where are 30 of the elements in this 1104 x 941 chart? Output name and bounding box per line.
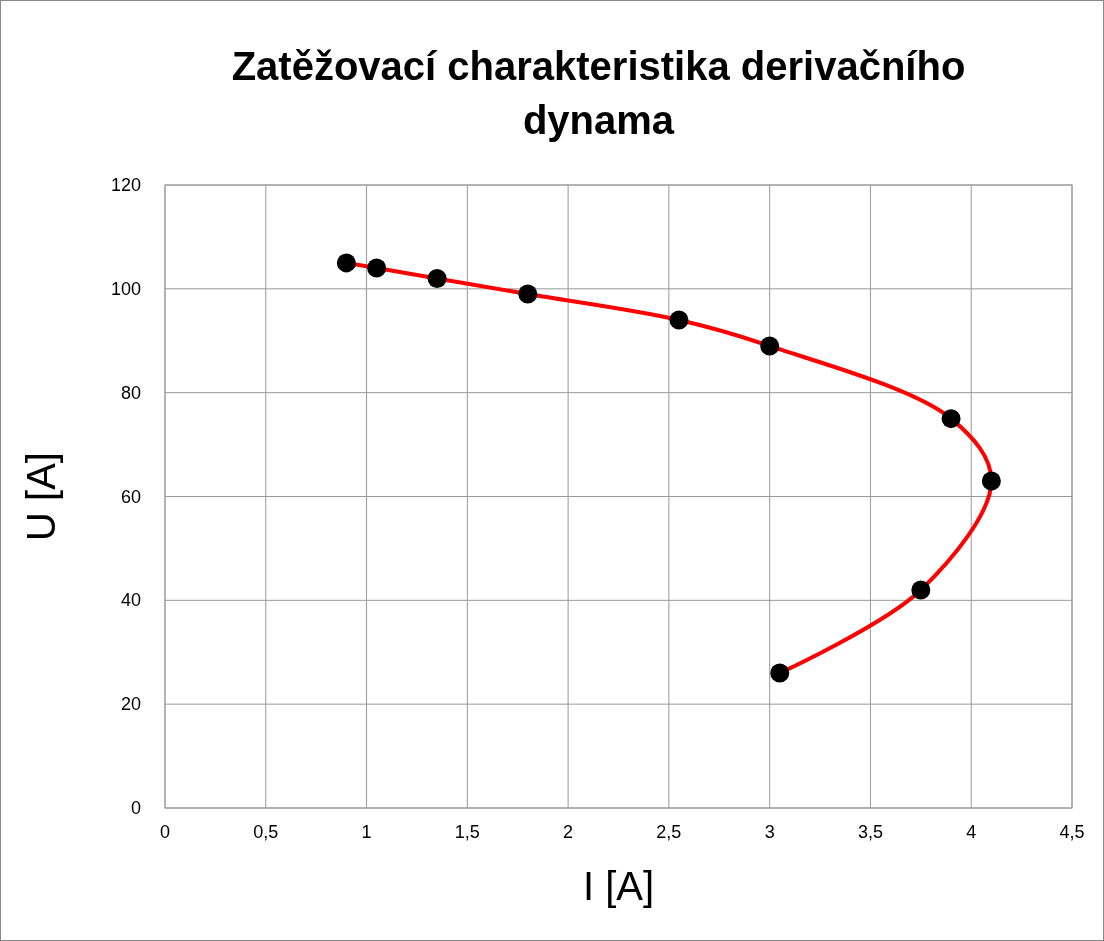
point: [427, 268, 447, 288]
x-tick-label: 2,5: [656, 822, 682, 842]
point: [911, 580, 931, 600]
y-tick-label: 40: [120, 590, 141, 611]
x-tick-label: 0: [159, 822, 171, 842]
x-tick-label: 3,5: [857, 822, 883, 842]
x-tick-label: 2: [563, 822, 574, 842]
x-tick-label: 3: [764, 822, 775, 842]
x-tick-label: 1,5: [454, 822, 480, 842]
x-tick-label: 1: [361, 822, 372, 842]
y-tick-label: 0: [130, 798, 141, 818]
x-tick-label: 4: [966, 822, 977, 842]
point: [941, 409, 961, 429]
point: [336, 253, 356, 273]
y-tick-label: 100: [110, 278, 141, 299]
point: [518, 284, 538, 304]
y-tick-label: 60: [120, 486, 141, 507]
chart-title: Zatěžovací charakteristika derivačního dynama: [231, 44, 966, 142]
point: [770, 663, 790, 683]
y-tick-label: 120: [110, 175, 141, 195]
point: [981, 471, 1001, 491]
point: [669, 310, 689, 330]
point: [760, 336, 780, 356]
point: [367, 258, 387, 278]
x-tick-label: 0,5: [253, 822, 279, 842]
y-tick-label: 80: [120, 382, 141, 403]
x-axis-title: I [A]: [582, 864, 655, 908]
y-tick-label: 20: [120, 694, 141, 715]
x-tick-label: 4,5: [1059, 822, 1085, 842]
y-axis-title: U [A]: [19, 452, 63, 541]
